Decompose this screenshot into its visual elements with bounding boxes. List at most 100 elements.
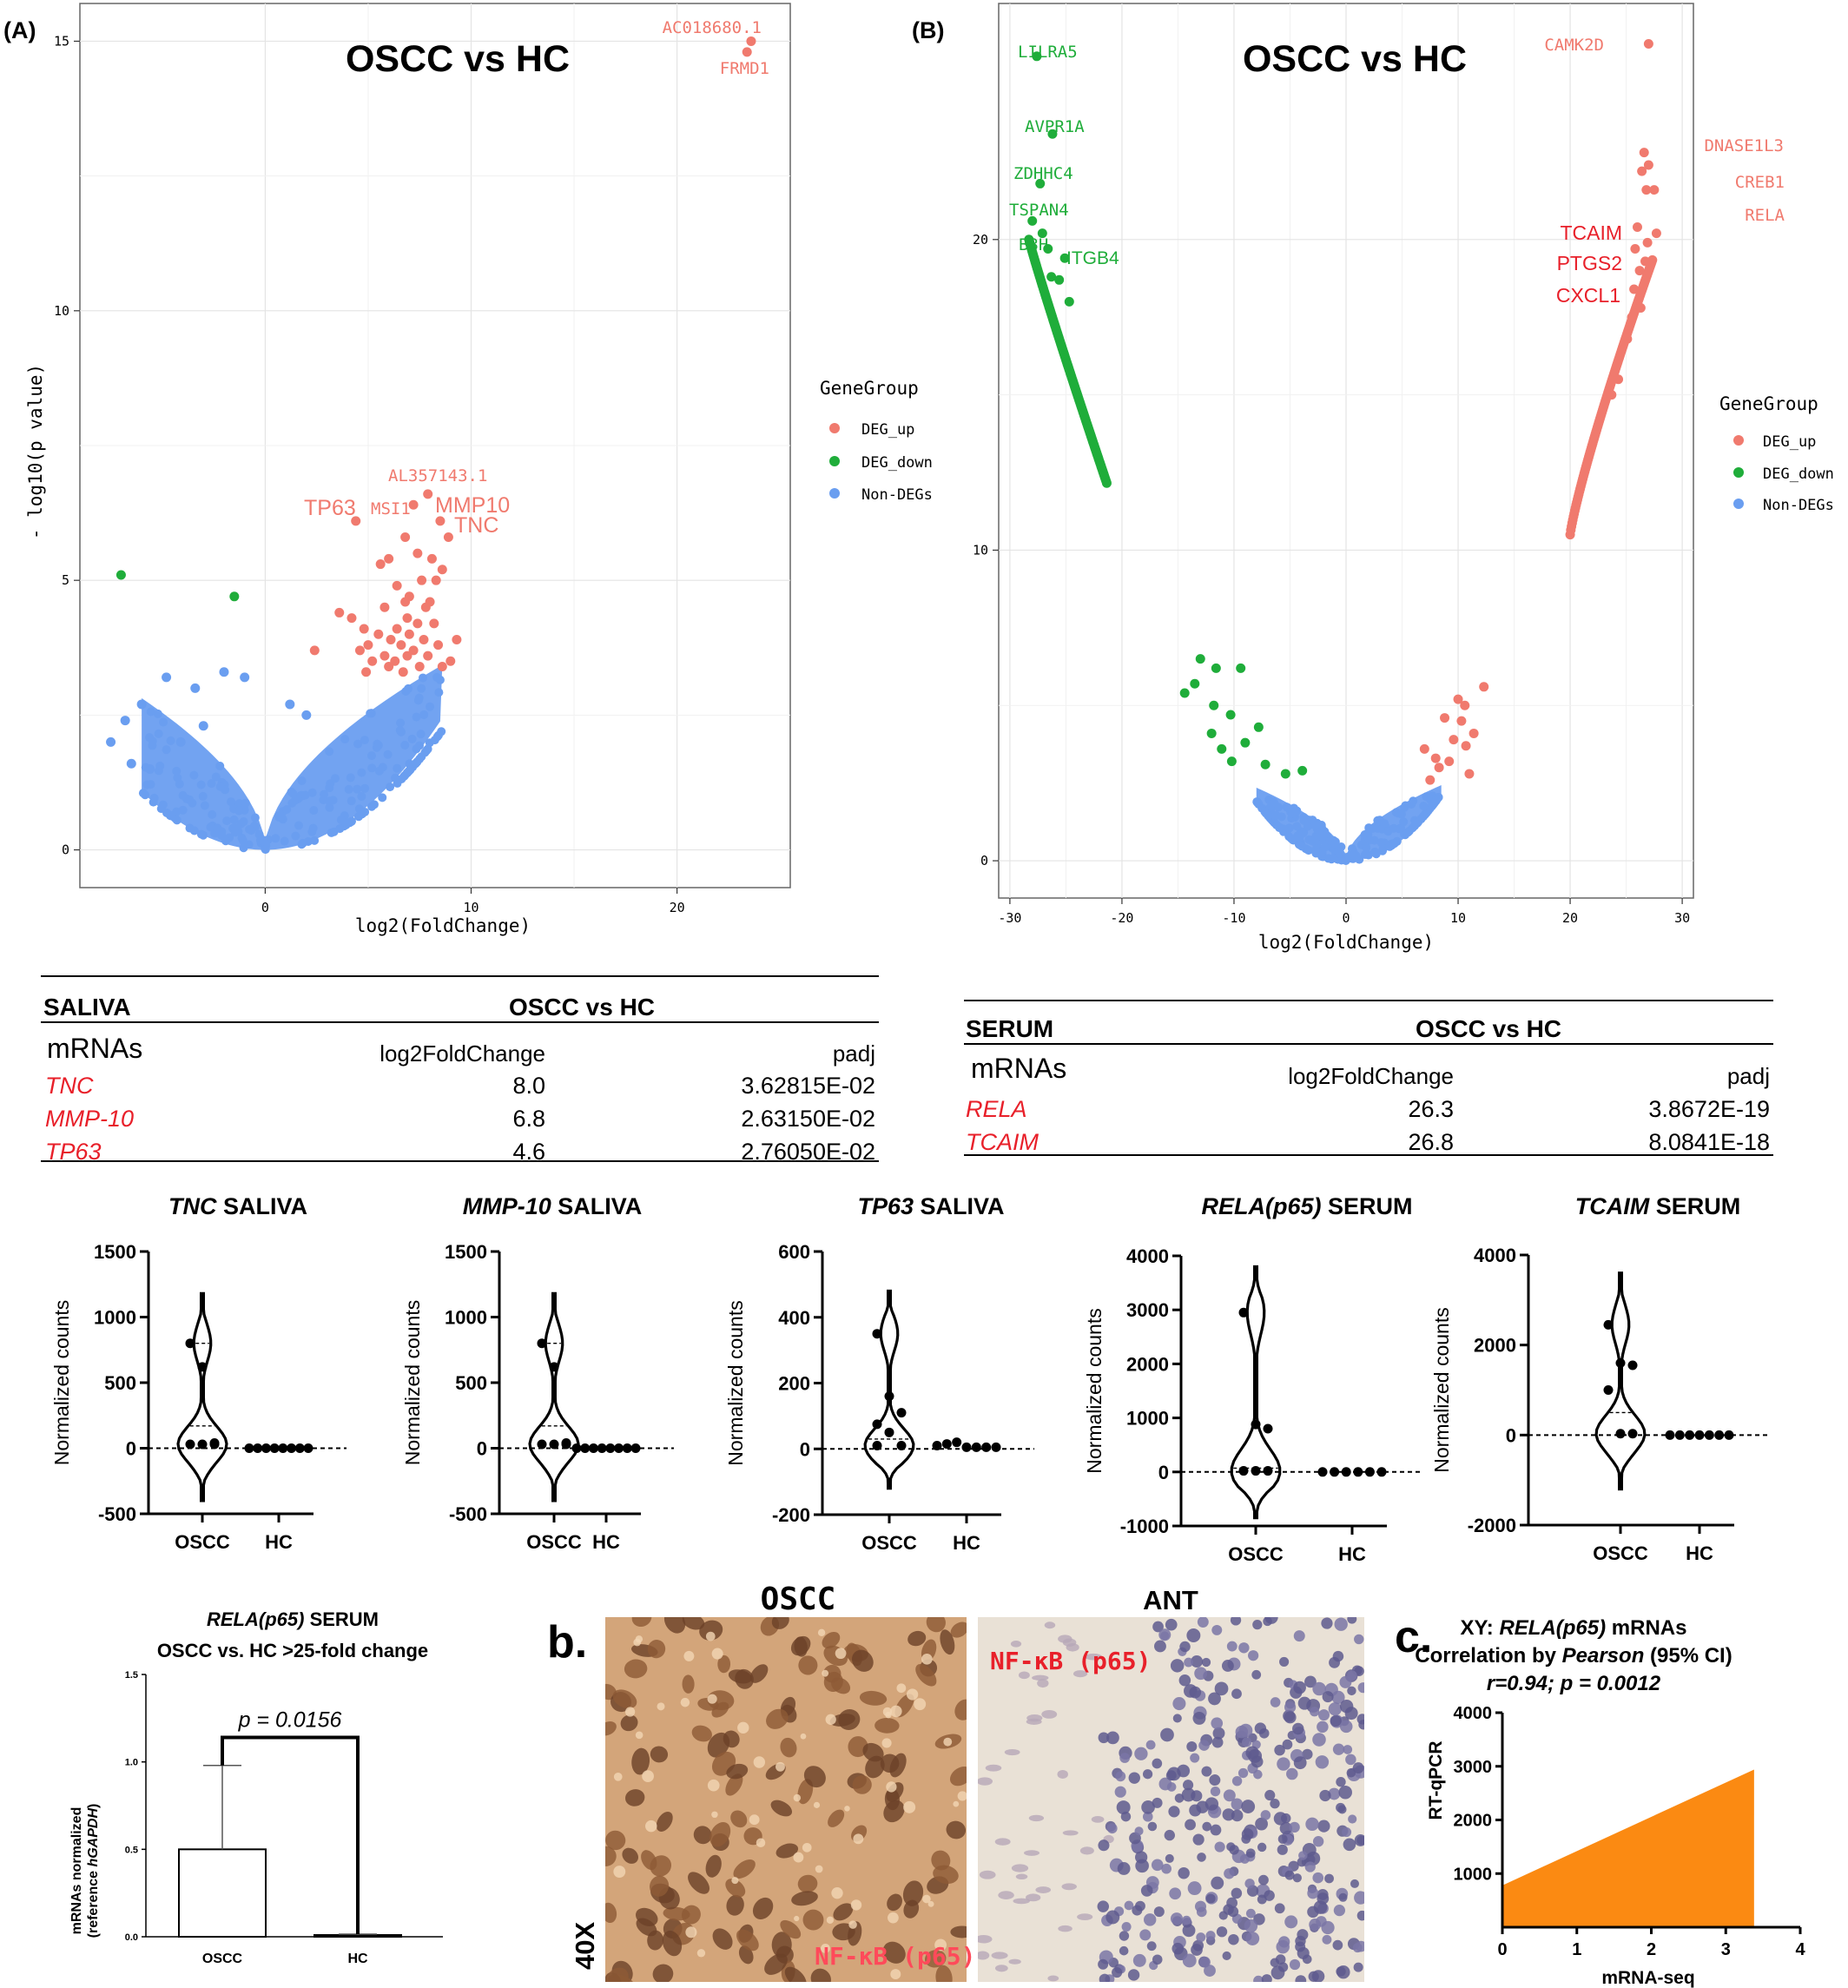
violin-title: TNC SALIVA	[168, 1193, 307, 1219]
table-cell-gene: TNC	[45, 1073, 94, 1099]
violin-hc-point	[961, 1442, 972, 1452]
ihc-nucleus	[940, 1629, 955, 1655]
ihc-cytoplasm	[943, 1737, 953, 1747]
violin-title-tissue: SALIVA	[558, 1193, 642, 1219]
nondeg-point	[1434, 792, 1443, 802]
legend-b-title: GeneGroup	[1719, 393, 1818, 414]
ihc-nucleus	[605, 1967, 629, 1982]
violin-oscc-point	[1603, 1385, 1614, 1395]
ihc-lymphocyte	[1167, 1767, 1181, 1781]
ihc-cytoplasm	[635, 1635, 644, 1643]
violin-y-tick-label: 0	[477, 1438, 487, 1460]
violin-hc-point	[971, 1442, 981, 1452]
ihc-stroma-nucleus	[994, 1965, 1008, 1972]
ihc-lymphocyte	[1211, 1876, 1224, 1890]
deg-up-point	[380, 651, 390, 661]
serum-col-mrnas: mRNAs	[971, 1053, 1066, 1084]
nondeg-point	[328, 796, 338, 805]
ihc-lymphocyte	[1198, 1740, 1210, 1751]
ihc-lymphocyte	[1152, 1621, 1164, 1633]
ihc-stroma-nucleus	[1041, 1709, 1058, 1719]
ihc-lymphocyte	[1145, 1740, 1156, 1750]
ihc-lymphocyte	[1097, 1900, 1110, 1912]
deg-up-point	[437, 565, 447, 575]
ihc-lymphocyte	[1332, 1939, 1343, 1951]
ihc-lymphocyte	[1226, 1641, 1238, 1652]
violin-oscc-point	[549, 1362, 559, 1372]
violin-hc-point	[941, 1439, 952, 1450]
deg-down-point	[1195, 654, 1205, 664]
ihc-lymphocyte	[1346, 1767, 1356, 1778]
nondeg-point	[208, 809, 217, 819]
table-cell-log2fc: 26.8	[1408, 1129, 1454, 1155]
violin-hc-point	[1674, 1430, 1685, 1440]
nondeg-point	[1296, 841, 1305, 850]
deg-up-point	[1419, 743, 1429, 754]
ihc-lymphocyte	[1242, 1737, 1252, 1747]
violin-y-label: Normalized counts	[1430, 1307, 1453, 1472]
deg-down-point	[1064, 296, 1074, 307]
ihc-lymphocyte	[1119, 1945, 1129, 1956]
nondeg-point	[190, 683, 201, 693]
table-cell-gene: MMP-10	[45, 1106, 134, 1132]
violin-y-tick-label: 500	[455, 1372, 487, 1394]
legend-a-non: Non-DEGs	[861, 486, 933, 504]
deg-up-point	[1637, 166, 1647, 176]
ihc-lymphocyte	[1214, 1841, 1225, 1853]
violin-oscc-point	[1627, 1360, 1638, 1370]
nondeg-point	[1419, 811, 1429, 821]
x-tick-label: -10	[1222, 910, 1245, 926]
ihc-lymphocyte	[1312, 1681, 1326, 1696]
violin-title: RELA(p65) SERUM	[1201, 1193, 1412, 1219]
ihc-lymphocyte	[1154, 1640, 1166, 1653]
legend-a-down: DEG_down	[861, 454, 933, 472]
saliva-table-group: OSCC vs HC	[509, 994, 655, 1020]
deg-up-point	[746, 36, 756, 46]
ihc-ant-cells	[978, 1617, 1364, 1982]
ihc-lymphocyte	[1356, 1910, 1364, 1921]
ihc-nucleus	[831, 1677, 851, 1694]
ihc-lymphocyte	[1181, 1915, 1191, 1925]
deg-up-point	[742, 47, 752, 57]
ihc-nucleus	[733, 1859, 756, 1879]
ihc-cytoplasm	[957, 1791, 967, 1801]
ihc-lymphocyte	[1238, 1767, 1249, 1779]
deg-up-point	[417, 575, 427, 585]
deg-up-point	[420, 602, 431, 612]
nondeg-point	[378, 763, 387, 772]
ihc-lymphocyte	[1270, 1958, 1280, 1968]
ihc-lymphocyte	[1297, 1929, 1309, 1941]
ihc-lymphocyte	[1222, 1951, 1231, 1960]
gene-label-cxcl1: CXCL1	[1556, 284, 1620, 307]
ihc-cytoplasm	[826, 1916, 835, 1924]
ihc-lymphocyte	[1134, 1747, 1148, 1760]
gene-label-itgb4: ITGB4	[1066, 248, 1119, 268]
ihc-nucleus	[924, 1950, 947, 1968]
nondeg-point	[353, 784, 362, 794]
ihc-lymphocyte	[1270, 1799, 1280, 1809]
ihc-lymphocyte	[1337, 1805, 1347, 1814]
deg-up-point	[361, 667, 372, 677]
ihc-lymphocyte	[1199, 1956, 1211, 1968]
nondeg-point	[1335, 849, 1344, 858]
ihc-nucleus	[802, 1909, 824, 1931]
volcano-a-nondeg-cloud	[106, 664, 446, 855]
ihc-lymphocyte	[1231, 1688, 1242, 1700]
violin-hc-point	[622, 1443, 632, 1453]
ihc-lymphocyte	[1098, 1958, 1109, 1970]
bar-a-x-label: OSCC	[202, 1952, 243, 1966]
ihc-lymphocyte	[1128, 1772, 1140, 1784]
nondeg-point	[1330, 839, 1340, 849]
ihc-lymphocyte	[1160, 1631, 1170, 1641]
ihc-lymphocyte	[1121, 1922, 1132, 1932]
ihc-lymphocyte	[1328, 1787, 1341, 1800]
nondeg-point	[1364, 835, 1374, 845]
ihc-magnification: 40X	[570, 1922, 600, 1970]
serum-table-group: OSCC vs HC	[1416, 1015, 1561, 1042]
table-cell-padj: 3.8672E-19	[1648, 1096, 1770, 1122]
nondeg-point	[1264, 811, 1273, 821]
nondeg-point	[271, 834, 280, 843]
gene-label-avpr1a: AVPR1A	[1025, 117, 1085, 136]
violin-tnc: TNC SALIVA -500 0 500 1000 1500 OSCC HC Normaliz…	[50, 1193, 346, 1553]
deg-down-point	[1240, 737, 1251, 748]
